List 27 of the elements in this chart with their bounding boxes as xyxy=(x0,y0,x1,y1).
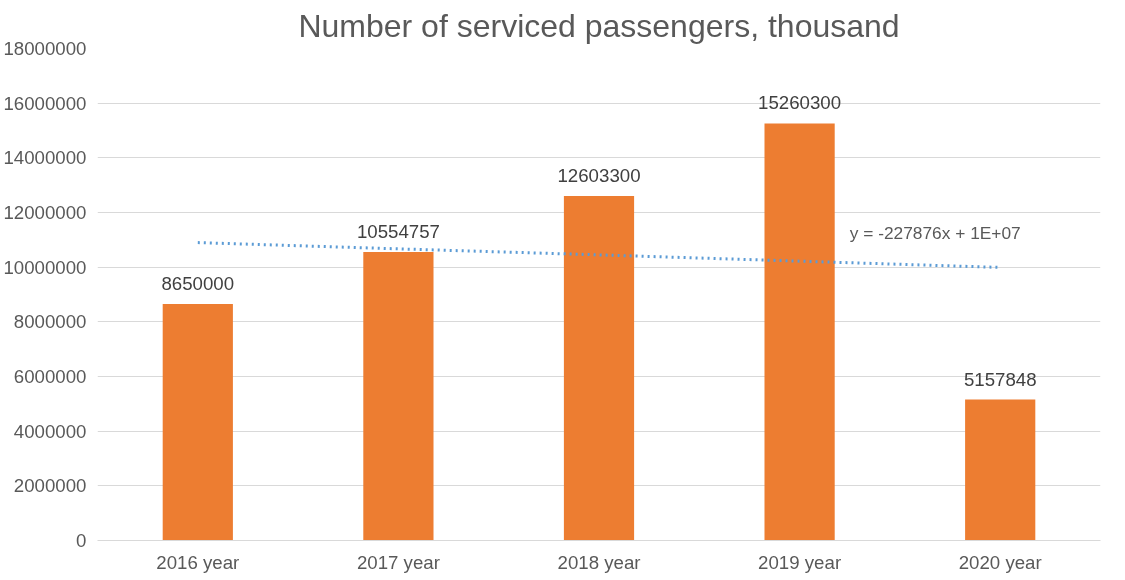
data-label: 15260300 xyxy=(758,92,842,114)
bar xyxy=(363,252,434,541)
y-tick-label: 6000000 xyxy=(13,366,87,387)
chart-title: Number of serviced passengers, thousand xyxy=(298,7,900,44)
y-tick-label: 12000000 xyxy=(3,202,87,223)
bar xyxy=(764,123,835,541)
x-tick-label: 2017 year xyxy=(356,551,440,573)
data-label: 5157848 xyxy=(963,368,1037,390)
y-tick-label: 2000000 xyxy=(13,475,87,497)
data-label: 10554757 xyxy=(356,221,440,242)
y-tick-label: 8000000 xyxy=(13,311,87,333)
bar xyxy=(162,304,233,541)
y-tick-label: 18000000 xyxy=(3,38,87,59)
x-tick-label: 2016 year xyxy=(156,551,240,573)
x-tick-label: 2018 year xyxy=(557,551,641,573)
y-tick-label: 14000000 xyxy=(3,147,87,169)
x-tick-label: 2020 year xyxy=(958,551,1042,573)
y-tick-label: 4000000 xyxy=(13,420,87,442)
data-label: 12603300 xyxy=(557,165,641,187)
y-tick-label: 0 xyxy=(76,530,87,551)
data-label: 8650000 xyxy=(161,273,235,295)
y-tick-label: 10000000 xyxy=(3,256,87,278)
annotation: y = -227876x + 1E+07 xyxy=(849,222,1021,243)
bar xyxy=(563,196,635,541)
y-tick-label: 16000000 xyxy=(3,92,87,114)
x-tick-label: 2019 year xyxy=(758,551,842,573)
bar xyxy=(965,399,1036,541)
